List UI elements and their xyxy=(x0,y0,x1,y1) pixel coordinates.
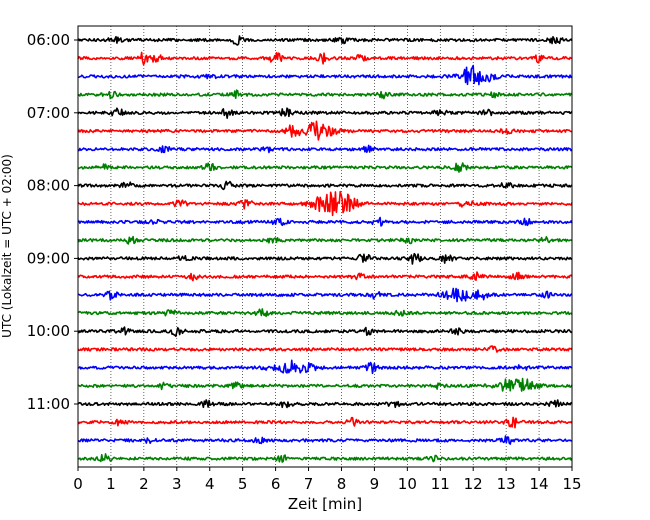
y-tick-label-0900: 09:00 xyxy=(27,249,70,267)
trace-0715 xyxy=(77,120,573,141)
plot-frame xyxy=(77,25,573,468)
trace-1015 xyxy=(77,345,573,353)
trace-0845 xyxy=(77,235,573,245)
x-tick-label-0: 0 xyxy=(73,475,83,493)
y-tick-label-0800: 08:00 xyxy=(27,177,70,195)
trace-0615 xyxy=(77,51,573,66)
y-tick-label-0600: 06:00 xyxy=(27,31,70,49)
x-tick-label-10: 10 xyxy=(398,475,417,493)
trace-0945 xyxy=(77,308,573,318)
trace-0745 xyxy=(77,162,573,173)
trace-0930 xyxy=(77,287,573,303)
y-tick-label-1000: 10:00 xyxy=(27,322,70,340)
trace-1115 xyxy=(77,416,573,429)
x-tick-label-4: 4 xyxy=(205,475,215,493)
trace-0600 xyxy=(77,35,573,46)
y-tick-label-1100: 11:00 xyxy=(27,395,70,413)
x-tick-label-11: 11 xyxy=(431,475,450,493)
x-tick-label-12: 12 xyxy=(464,475,483,493)
trace-0700 xyxy=(77,107,573,119)
x-tick-label-8: 8 xyxy=(337,475,347,493)
x-axis-label: Zeit [min] xyxy=(288,495,362,513)
trace-0915 xyxy=(77,271,573,282)
vertical-grid xyxy=(110,26,540,467)
x-tick-label-5: 5 xyxy=(238,475,248,493)
y-axis-ticks: 06:00 07:00 08:00 09:00 10:00 11:00 xyxy=(27,31,78,413)
trace-1130 xyxy=(77,435,573,445)
trace-0630 xyxy=(77,64,573,86)
y-axis-label: UTC (Lokalzeit = UTC + 02:00) xyxy=(0,154,14,338)
x-tick-label-15: 15 xyxy=(562,475,581,493)
x-tick-label-3: 3 xyxy=(172,475,182,493)
trace-1145 xyxy=(77,453,573,463)
x-tick-label-1: 1 xyxy=(106,475,116,493)
x-tick-label-14: 14 xyxy=(530,475,549,493)
x-axis-ticks: 0 1 2 3 4 5 6 7 8 9 10 11 12 13 14 15 xyxy=(73,467,582,493)
trace-1100 xyxy=(77,399,573,409)
trace-0730 xyxy=(77,144,573,154)
seismic-traces xyxy=(77,35,573,463)
trace-0815 xyxy=(77,190,573,217)
y-tick-label-0700: 07:00 xyxy=(27,104,70,122)
trace-0900 xyxy=(77,252,573,265)
trace-0830 xyxy=(77,216,573,227)
x-tick-label-2: 2 xyxy=(139,475,149,493)
trace-1045 xyxy=(77,377,573,392)
trace-0645 xyxy=(77,89,573,100)
x-tick-label-9: 9 xyxy=(370,475,380,493)
trace-1030 xyxy=(77,359,573,375)
trace-0800 xyxy=(77,180,573,191)
x-tick-label-6: 6 xyxy=(271,475,281,493)
x-tick-label-13: 13 xyxy=(497,475,516,493)
trace-1000 xyxy=(77,326,573,338)
x-tick-label-7: 7 xyxy=(304,475,314,493)
